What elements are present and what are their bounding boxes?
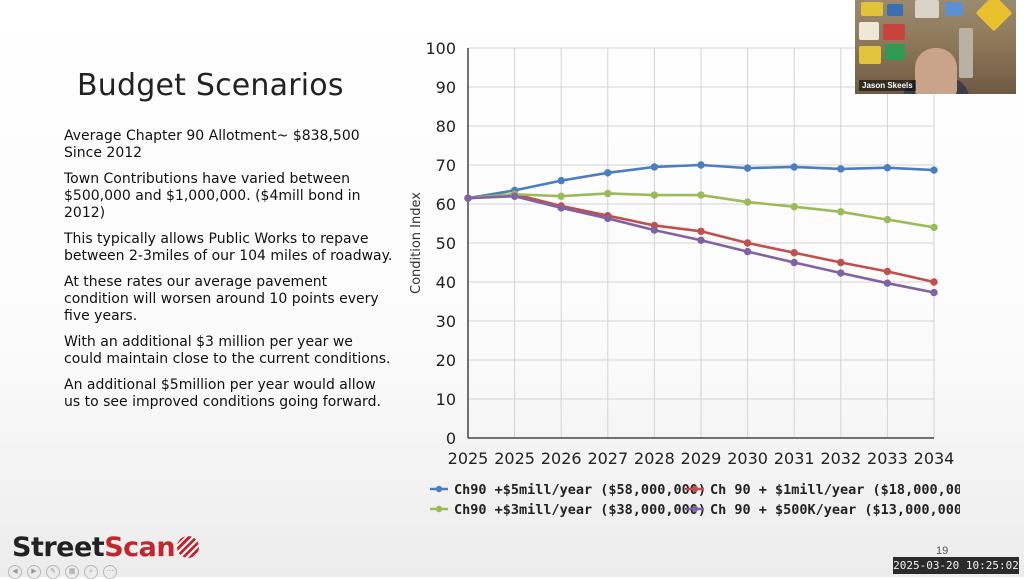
data-point bbox=[790, 258, 798, 267]
data-point bbox=[930, 166, 938, 174]
data-point bbox=[883, 279, 892, 287]
data-point bbox=[510, 192, 519, 200]
presenter-face bbox=[915, 48, 957, 94]
x-tick-label: 2028 bbox=[634, 449, 675, 468]
road-sign-icon bbox=[915, 0, 939, 18]
video-timestamp: 2025-03-20 10:25:02 bbox=[893, 557, 1019, 574]
x-tick-label: 2033 bbox=[867, 449, 908, 468]
condition-index-chart: 0 10 20 30 40 50 60 70 80 90 100 2025 2025 2026 2027 20… bbox=[400, 30, 960, 520]
data-point bbox=[837, 258, 845, 267]
cow-crossing-sign-icon bbox=[975, 0, 1013, 32]
streetscan-logo: StreetScan bbox=[12, 532, 200, 563]
data-point bbox=[604, 214, 612, 223]
x-tick-label: 2027 bbox=[587, 449, 628, 468]
y-axis-label: Condition Index bbox=[409, 192, 424, 294]
data-point bbox=[837, 269, 845, 277]
legend-label: Ch 90 + $1mill/year ($18,000,000) bbox=[710, 482, 960, 498]
data-point bbox=[557, 176, 565, 185]
data-point bbox=[883, 164, 892, 172]
data-point bbox=[557, 204, 565, 212]
y-tick-label: 100 bbox=[425, 39, 456, 58]
data-point bbox=[790, 249, 798, 257]
logo-scan-text: Scan bbox=[104, 532, 176, 563]
data-point bbox=[743, 247, 752, 256]
y-tick-label: 80 bbox=[436, 117, 456, 136]
data-point bbox=[604, 169, 612, 177]
data-point bbox=[883, 267, 892, 276]
legend-marker bbox=[691, 505, 699, 513]
x-tick-label: 2030 bbox=[727, 449, 768, 468]
road-sign-icon bbox=[859, 46, 881, 64]
page-number: 19 bbox=[936, 545, 949, 557]
data-point bbox=[697, 161, 705, 169]
data-point bbox=[697, 191, 705, 199]
flag-icon bbox=[883, 24, 905, 40]
bullet-item: With an additional $3 million per year w… bbox=[64, 334, 391, 367]
legend-label: Ch90 +$5mill/year ($58,000,000) bbox=[454, 482, 706, 498]
logo-mark-icon bbox=[177, 536, 200, 558]
webcam-overlay: Jason Skeels bbox=[855, 0, 1016, 94]
y-tick-label: 50 bbox=[436, 234, 456, 253]
data-point bbox=[837, 208, 845, 216]
road-sign-icon bbox=[861, 2, 883, 16]
bullet-item: Average Chapter 90 Allotment~ $838,500 S… bbox=[64, 128, 360, 161]
x-tick-label: 2025 bbox=[448, 449, 489, 468]
data-point bbox=[883, 215, 892, 224]
legend-label: Ch90 +$3mill/year ($38,000,000) bbox=[454, 502, 706, 518]
data-point bbox=[650, 226, 659, 234]
road-sign-icon bbox=[887, 4, 903, 16]
data-point bbox=[930, 288, 938, 297]
webcam-name-label: Jason Skeels bbox=[859, 80, 916, 91]
bullet-item: At these rates our average pavement cond… bbox=[64, 274, 379, 324]
data-point bbox=[930, 223, 938, 232]
y-tick-label: 60 bbox=[436, 195, 456, 214]
y-tick-label: 70 bbox=[436, 156, 456, 175]
x-tick-label: 2031 bbox=[774, 449, 815, 468]
data-point bbox=[743, 164, 752, 172]
x-tick-label: 2025 bbox=[494, 449, 535, 468]
y-tick-label: 20 bbox=[436, 351, 456, 370]
legend-label: Ch 90 + $500K/year ($13,000,000) bbox=[710, 502, 960, 518]
data-point bbox=[790, 203, 798, 211]
y-tick-label: 10 bbox=[436, 390, 456, 409]
data-point bbox=[930, 278, 938, 286]
logo-street-text: Street bbox=[12, 532, 105, 563]
legend-marker bbox=[435, 505, 443, 513]
data-point bbox=[464, 194, 472, 202]
road-sign-icon bbox=[945, 2, 963, 16]
x-tick-label: 2026 bbox=[541, 449, 582, 468]
data-point bbox=[743, 239, 752, 247]
y-tick-label: 30 bbox=[436, 312, 456, 331]
data-point bbox=[557, 192, 565, 200]
data-point bbox=[743, 198, 752, 206]
legend-marker bbox=[435, 485, 443, 493]
bullet-list: Average Chapter 90 Allotment~ $838,500 S… bbox=[64, 128, 394, 420]
data-point bbox=[650, 191, 659, 199]
data-point bbox=[650, 163, 659, 171]
bullet-item: Town Contributions have varied between $… bbox=[64, 171, 361, 221]
bullet-item: An additional $5million per year would a… bbox=[64, 377, 381, 410]
y-tick-label: 90 bbox=[436, 78, 456, 97]
legend-marker bbox=[691, 485, 699, 493]
x-tick-label: 2034 bbox=[914, 449, 955, 468]
y-tick-label: 0 bbox=[446, 429, 456, 448]
data-point bbox=[837, 165, 845, 173]
data-point bbox=[790, 163, 798, 171]
data-point bbox=[697, 236, 705, 244]
slideshow-controls: ◀ ▶ ✎ ▦ ⌕ ⋯ bbox=[8, 560, 122, 579]
bicycle-sign-icon bbox=[885, 44, 905, 60]
road-sign-icon bbox=[859, 22, 879, 40]
filing-cabinet bbox=[959, 28, 973, 78]
data-point bbox=[604, 189, 612, 198]
bullet-item: This typically allows Public Works to re… bbox=[64, 231, 393, 264]
slide-title: Budget Scenarios bbox=[77, 68, 344, 103]
x-tick-label: 2032 bbox=[820, 449, 861, 468]
y-tick-label: 40 bbox=[436, 273, 456, 292]
x-tick-label: 2029 bbox=[681, 449, 722, 468]
data-point bbox=[697, 227, 705, 236]
